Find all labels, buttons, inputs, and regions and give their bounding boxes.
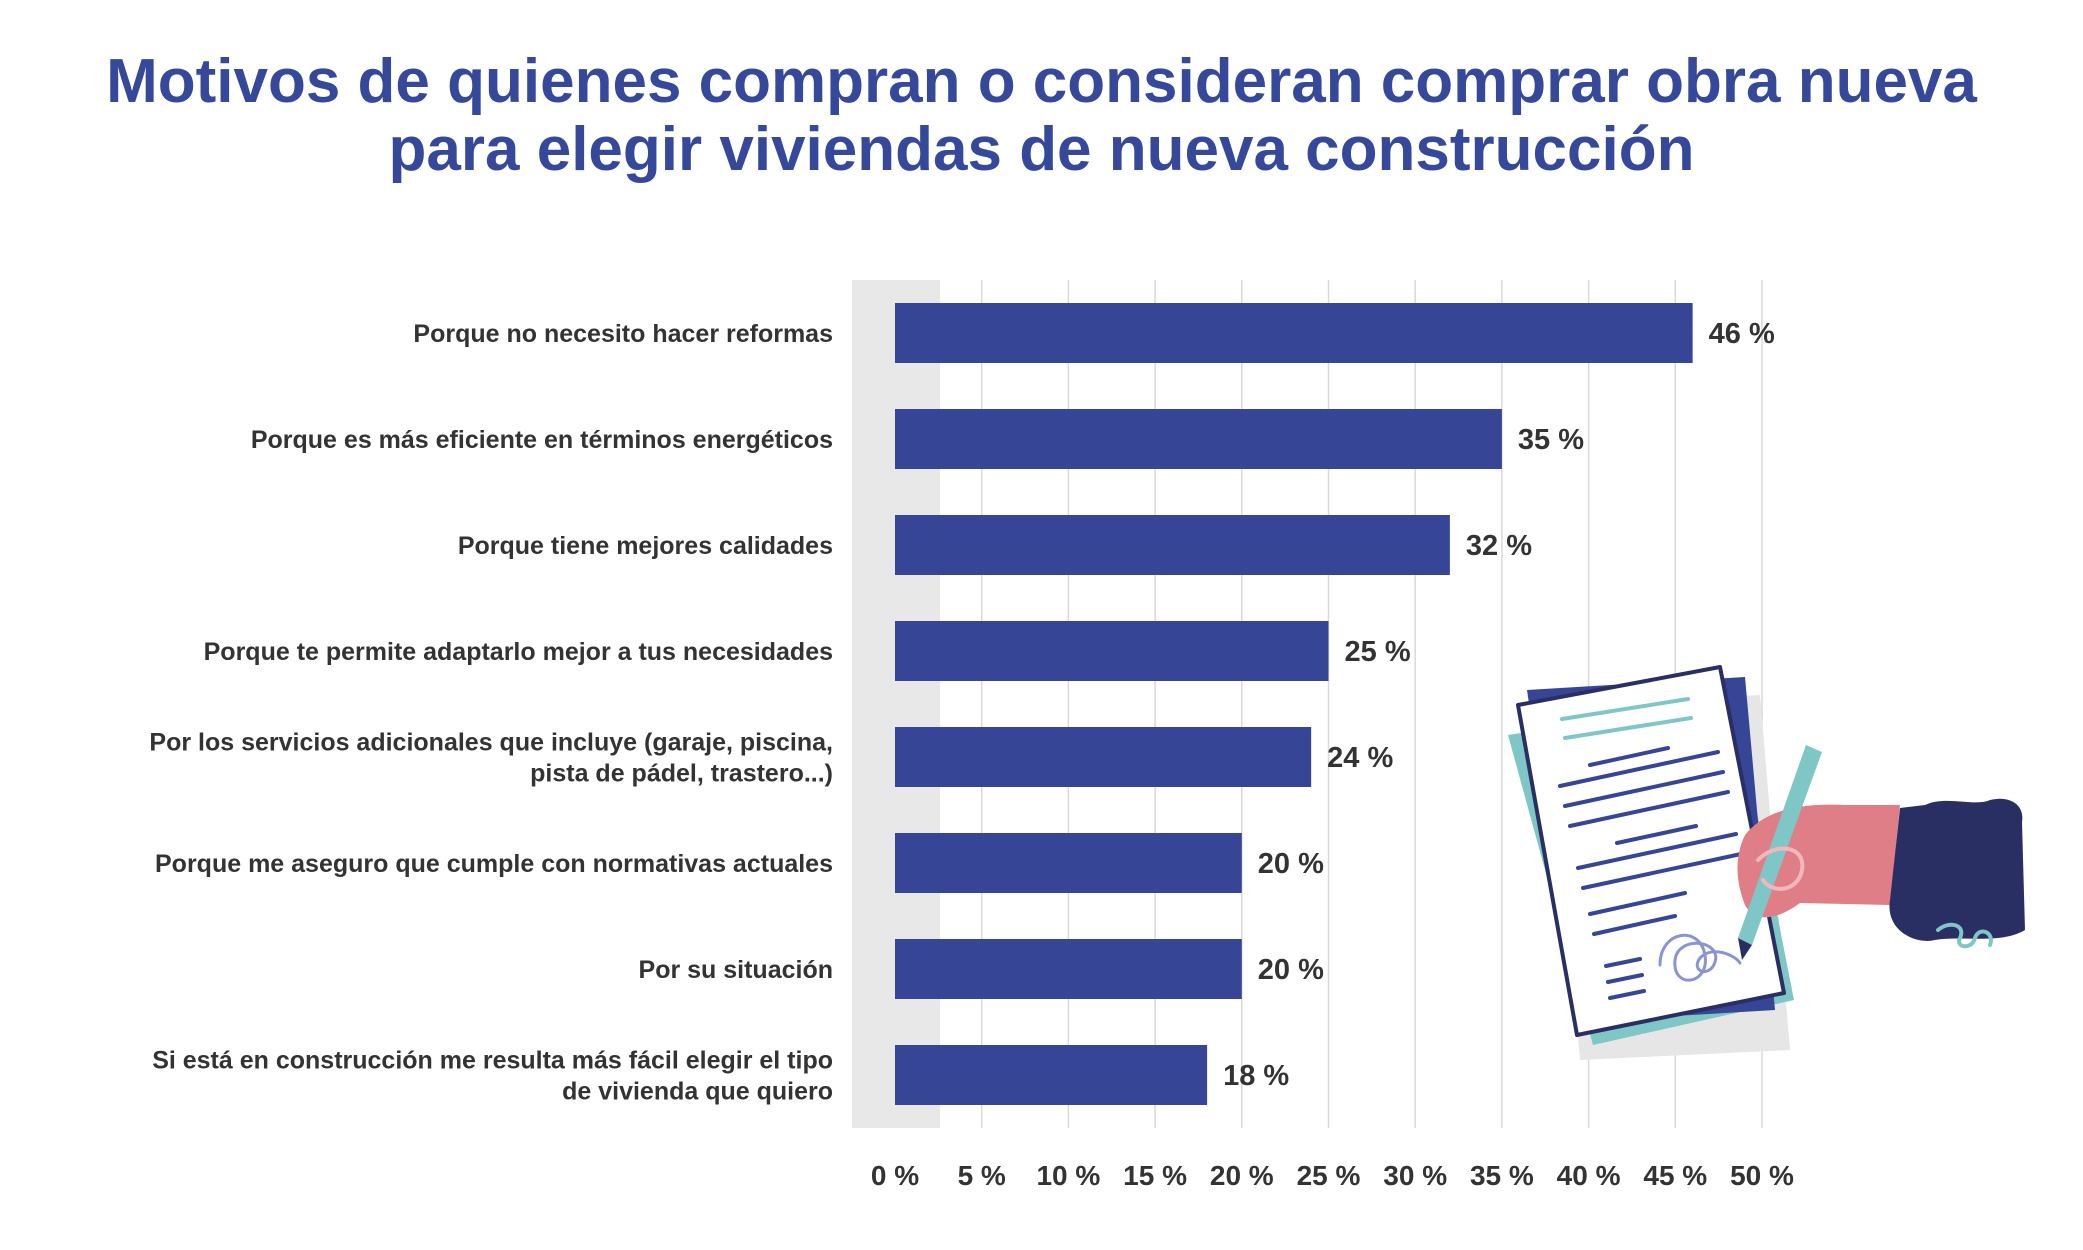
value-label: 32 % <box>1466 530 1532 562</box>
x-tick-label: 15 % <box>1123 1160 1187 1191</box>
value-label: 18 % <box>1223 1060 1289 1092</box>
bar <box>895 939 1242 999</box>
x-axis-tick-labels: 0 % 5 % 10 % 15 % 20 % 25 % 30 % 35 % 40 % 45 % 50… <box>871 1160 1794 1191</box>
chart-title: Motivos de quienes compran o consideran … <box>0 48 2083 184</box>
x-tick-label: 40 % <box>1557 1160 1621 1191</box>
axis-band <box>852 280 940 1128</box>
bars <box>895 303 1693 1105</box>
chart-title-line-2: para elegir viviendas de nueva construcc… <box>388 115 1695 184</box>
category-label: Porque te permite adaptarlo mejor a tus … <box>204 638 833 666</box>
value-label: 35 % <box>1518 424 1584 456</box>
bar <box>895 409 1502 469</box>
category-label: Por su situación <box>639 956 833 984</box>
category-labels: Porque no necesito hacer reformas Porque … <box>149 320 833 1106</box>
x-tick-label: 35 % <box>1470 1160 1534 1191</box>
bar <box>895 515 1450 575</box>
value-label: 46 % <box>1709 318 1775 350</box>
hand-signing-document-icon <box>1508 665 2025 1060</box>
value-label: 24 % <box>1327 742 1393 774</box>
x-tick-label: 25 % <box>1297 1160 1361 1191</box>
category-label: Por los servicios adicionales que incluy… <box>149 729 833 788</box>
x-tick-label: 5 % <box>958 1160 1006 1191</box>
x-tick-label: 20 % <box>1210 1160 1274 1191</box>
bar <box>895 621 1329 681</box>
bar <box>895 1045 1208 1105</box>
category-label: Porque no necesito hacer reformas <box>413 320 833 348</box>
chart-title-line-1: Motivos de quienes compran o consideran … <box>106 47 1977 116</box>
bar <box>895 303 1693 363</box>
bar <box>895 833 1242 893</box>
x-tick-label: 0 % <box>871 1160 919 1191</box>
category-label: Porque es más eficiente en términos ener… <box>251 426 833 454</box>
x-tick-label: 45 % <box>1643 1160 1707 1191</box>
value-labels: 46 % 35 % 32 % 25 % 24 % 20 % 20 % 18 % <box>1223 318 1775 1092</box>
bar <box>895 727 1312 787</box>
x-tick-label: 50 % <box>1730 1160 1794 1191</box>
category-label: Si está en construcción me resulta más f… <box>152 1047 833 1106</box>
value-label: 20 % <box>1258 848 1324 880</box>
value-label: 25 % <box>1345 636 1411 668</box>
x-tick-label: 30 % <box>1383 1160 1447 1191</box>
category-label: Porque tiene mejores calidades <box>458 532 833 560</box>
category-label: Porque me aseguro que cumple con normati… <box>155 850 833 878</box>
x-tick-label: 10 % <box>1036 1160 1100 1191</box>
value-label: 20 % <box>1258 954 1324 986</box>
